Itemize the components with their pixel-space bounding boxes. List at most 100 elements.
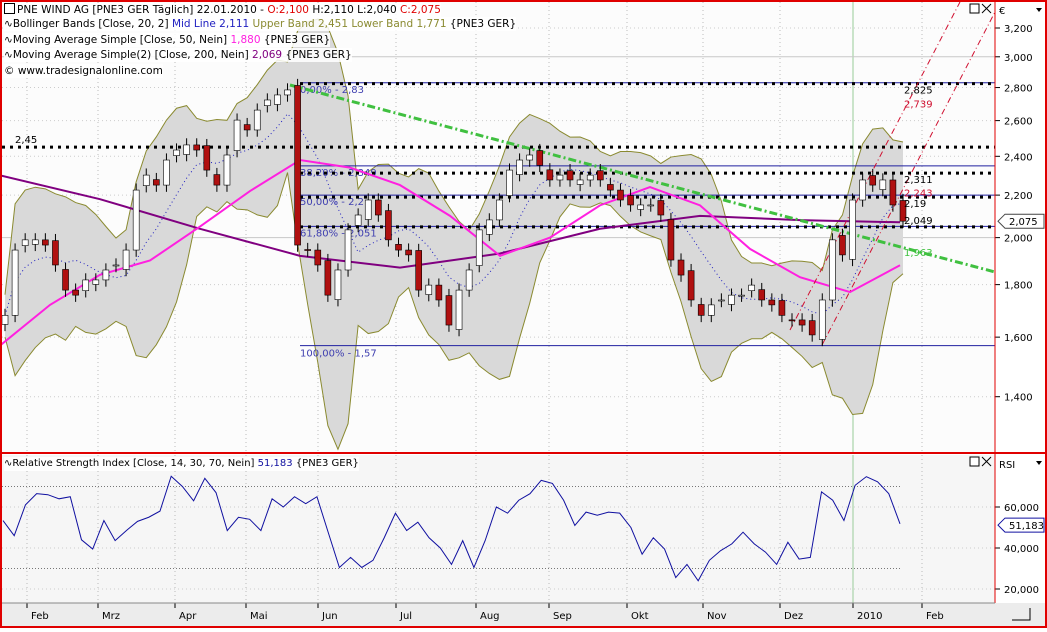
high-low-value: H:2,110 L:2,040: [312, 4, 397, 16]
close-icon[interactable]: [981, 456, 992, 467]
instrument-label: PNE WIND AG [PNE3 GER Täglich] 22.01.201…: [17, 4, 264, 16]
candle-body: [294, 85, 301, 246]
month-label: Apr: [179, 611, 197, 622]
candle-body: [11, 249, 19, 316]
candle-body: [334, 269, 342, 300]
channel-line-lower: [821, 11, 996, 346]
candle-body: [52, 240, 59, 266]
candle-body: [385, 210, 392, 241]
candle-body: [122, 249, 130, 270]
legend-ma50[interactable]: ∿Moving Average Simple [Close, 50, Nein]…: [4, 33, 331, 47]
time-axis: [0, 603, 1047, 628]
current-rsi-tag: 51,183: [997, 517, 1045, 533]
candle-body: [647, 204, 655, 207]
candle-body: [748, 284, 755, 292]
candle-body: [546, 169, 554, 181]
candle-body: [566, 170, 574, 181]
price-tick-label: 1,600: [1004, 333, 1033, 344]
candle-body: [163, 159, 170, 186]
candle-body: [667, 219, 675, 261]
fib-label: 61,80% - 2,051: [300, 228, 377, 239]
candle-body: [243, 124, 251, 131]
month-label: Sep: [553, 611, 572, 622]
month-label: Mai: [250, 611, 268, 622]
candle-body: [475, 229, 483, 266]
currency-label: €: [999, 6, 1005, 17]
indicator-icon: ∿: [4, 458, 13, 469]
candle-body: [707, 304, 715, 316]
dropdown-arrow-icon[interactable]: [1036, 461, 1042, 465]
candle-body: [627, 195, 634, 206]
bb-label: Bollinger Bands [Close, 20, 2]: [12, 18, 169, 30]
candle-body: [637, 204, 644, 210]
bb-lower: Lower Band 1,771: [351, 18, 447, 30]
candle-body: [758, 289, 766, 301]
candle-body: [849, 199, 856, 260]
rsi-value: 51,183: [257, 458, 293, 469]
candle-body: [889, 179, 897, 206]
maximize-icon[interactable]: [969, 3, 980, 14]
indicator-icon: ∿: [4, 34, 13, 46]
legend-bollinger[interactable]: ∿Bollinger Bands [Close, 20, 2] Mid Line…: [4, 17, 517, 31]
candle-body: [728, 294, 735, 305]
legend-ma200[interactable]: ∿Moving Average Simple(2) [Close, 200, N…: [4, 48, 352, 62]
rsi-tick-label: 60,000: [1004, 503, 1039, 514]
candle-body: [455, 289, 463, 330]
month-label: Jul: [399, 611, 412, 622]
price-tick-label: 2,400: [1004, 152, 1033, 163]
candle-body: [395, 244, 402, 251]
current-price-tag-shape: [997, 213, 1045, 229]
indicator-icon: ∿: [4, 18, 13, 30]
window-icon[interactable]: [4, 3, 15, 14]
dropdown-arrow-icon[interactable]: [1036, 8, 1042, 12]
month-label: 2010: [857, 611, 882, 622]
candle-body: [556, 174, 564, 181]
candle-body: [526, 154, 533, 161]
fib-label: 100,00% - 1,57: [300, 349, 377, 360]
candle-body: [657, 200, 665, 216]
main-legend-title: PNE WIND AG [PNE3 GER Täglich] 22.01.201…: [4, 3, 441, 17]
candle-body: [859, 179, 866, 201]
candle-body: [818, 299, 826, 340]
candle-body: [203, 145, 211, 171]
month-label: Mrz: [102, 611, 120, 622]
candle-body: [687, 270, 695, 301]
candle-body: [284, 89, 291, 96]
bb-mid: Mid Line 2,111: [171, 18, 250, 30]
bb-symbol: {PNE3 GER}: [449, 18, 517, 30]
current-rsi-tag-shape: [997, 517, 1045, 533]
ma50-symbol: {PNE3 GER}: [263, 34, 331, 46]
resize-corner-icon[interactable]: [1012, 608, 1031, 621]
candle-body: [31, 239, 39, 245]
candle-body: [677, 259, 685, 276]
trendline: [289, 83, 996, 274]
candle-body: [344, 229, 352, 271]
candle-body: [718, 299, 725, 302]
candle-body: [274, 94, 281, 105]
candle-body: [21, 239, 29, 246]
maximize-icon[interactable]: [969, 456, 980, 467]
candle-body: [617, 189, 624, 201]
fib-label: 38,20% - 2,349: [300, 168, 377, 179]
candle-body: [808, 320, 816, 336]
candle-body: [607, 184, 614, 191]
fib-label: 0,00% - 2,83: [300, 85, 364, 96]
candle-body: [375, 199, 382, 216]
candle-body: [445, 295, 453, 326]
price-tick-label: 3,200: [1004, 24, 1033, 35]
candle-body: [213, 174, 221, 186]
candle-body: [153, 179, 160, 186]
ma200-value: 2,069: [252, 49, 283, 61]
month-label: Feb: [31, 611, 49, 622]
close-icon[interactable]: [981, 3, 992, 14]
bollinger-band-fill: [5, 19, 903, 450]
candle-body: [304, 249, 311, 251]
candle-body: [364, 199, 372, 220]
candle-body: [415, 250, 422, 291]
ma50-label: Moving Average Simple [Close, 50, Nein]: [12, 34, 228, 46]
legend-rsi[interactable]: ∿Relative Strength Index [Close, 14, 30,…: [4, 457, 359, 471]
close-value: C:2,075: [399, 4, 441, 16]
close-icon-stroke: [981, 456, 992, 467]
price-tick-label: 1,800: [1004, 281, 1033, 292]
